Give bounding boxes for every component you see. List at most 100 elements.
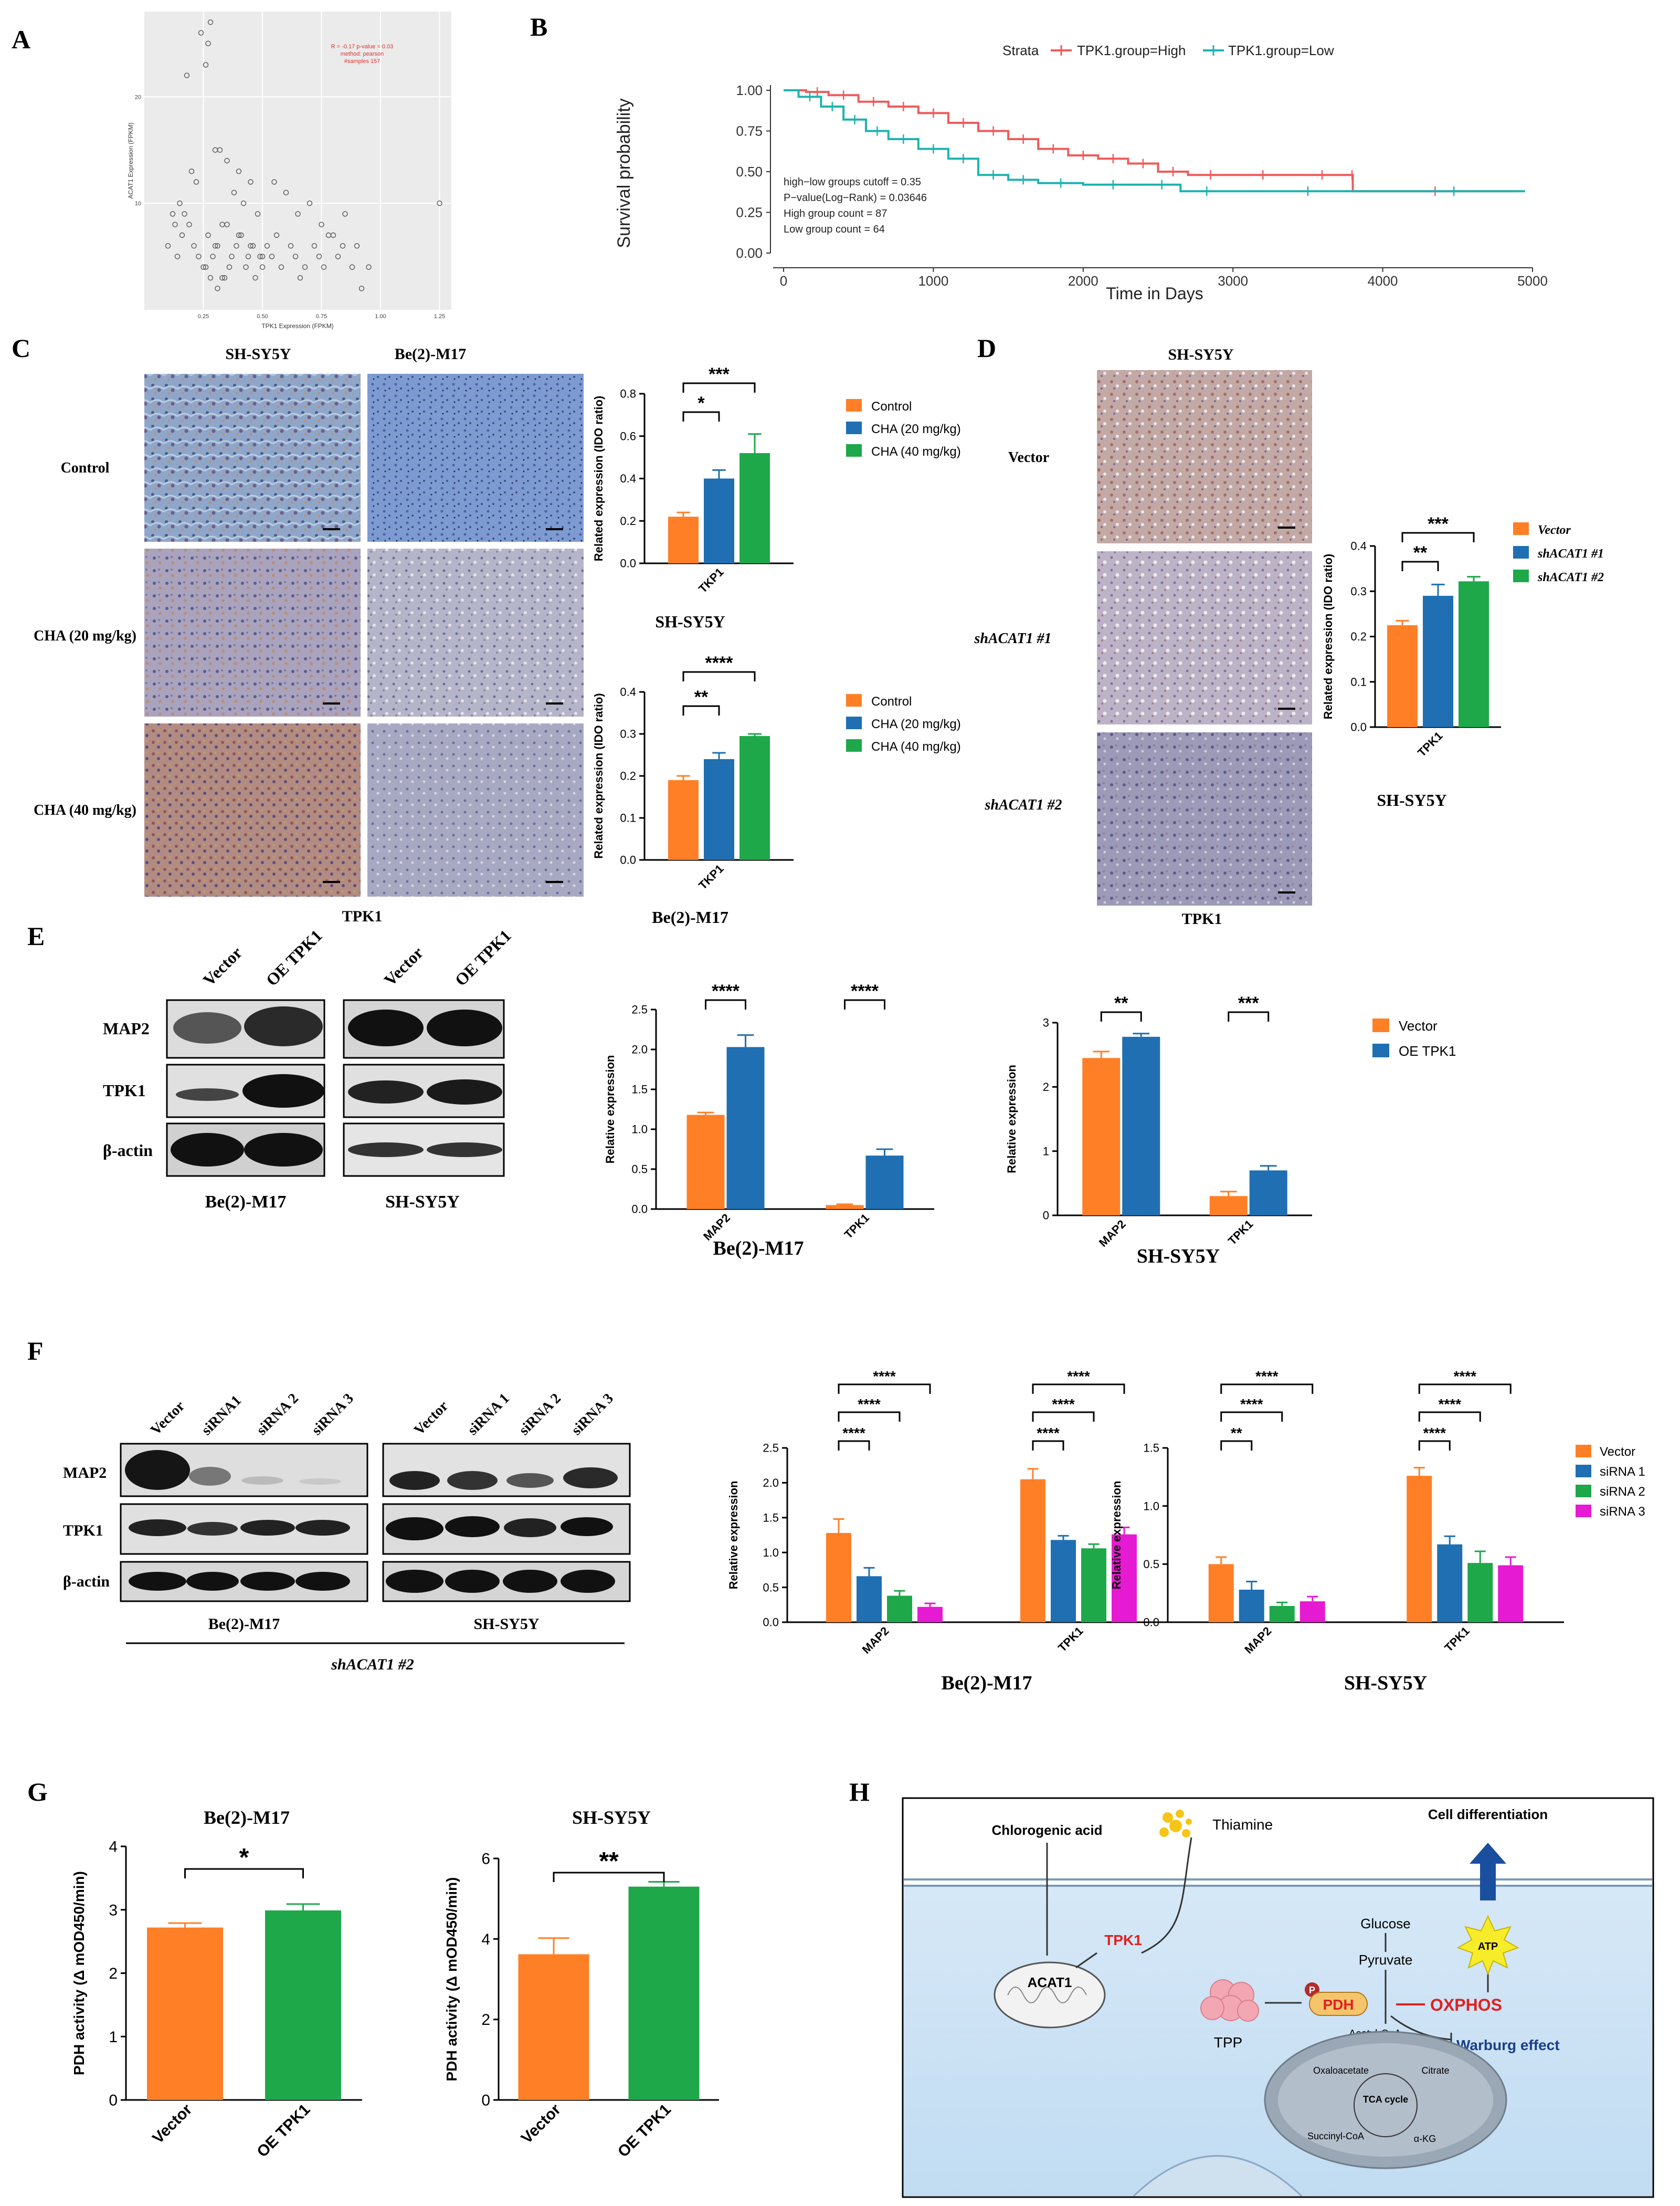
scatter-points [165,19,442,291]
sig-bracket [553,1872,665,1882]
legend-d-2: shACAT1 #2 [1537,571,1604,584]
sig-label: **** [1255,1368,1279,1384]
chart-c1-title: SH-SY5Y [655,612,725,631]
sig-label: **** [851,981,879,1001]
oxphos-label: OXPHOS [1430,1995,1502,2014]
bar-ytick-label: 1.5 [1143,1442,1159,1455]
sig-bracket [705,999,746,1010]
bar [1122,1036,1160,1215]
sig-label: **** [712,981,740,1001]
scatter-point [191,243,197,249]
scatter-point [203,62,209,68]
blot-f1-lane-1: Vector [147,1398,188,1438]
scatter-point [240,200,247,206]
sig-bracket [838,1440,870,1451]
scatter-point [188,169,195,174]
phospho-label: P [1309,1985,1315,1995]
km-xtick-label: 5000 [1517,273,1548,289]
mito-acat1: ACAT1 [994,1961,1106,2029]
bar-category-label: MAP2 [1096,1217,1128,1249]
scatter-point [212,243,218,249]
tca-label: TCA cycle [1363,2094,1408,2105]
bar [518,1954,589,2100]
bar-category-label: TPK1 [1415,729,1445,759]
chart-g1: 0 1 2 3 4 PDH activity (Δ mOD450/min) Vector OE… [71,1839,362,2161]
scatter-point [215,243,220,249]
sig-label: **** [1240,1396,1263,1412]
scatter-point [248,243,253,249]
scatter-point [205,40,211,47]
scatter-point [207,275,214,281]
sig-bracket [1100,1011,1142,1022]
bar-ytick-label: 1 [109,2029,118,2046]
scatter-point [283,190,289,196]
chart-e2-title: SH-SY5Y [1137,1245,1220,1267]
sig-bracket [682,671,756,681]
panel-letter-a: A [12,25,30,54]
sig-label: ** [1413,543,1428,563]
sig-bracket [1220,1383,1314,1394]
bar-category-label: MAP2 [1242,1624,1274,1656]
bar [704,759,734,860]
bar-ytick-label: 0 [1043,1209,1049,1222]
succinyl-label: Succinyl-CoA [1307,2131,1364,2141]
glucose-label: Glucose [1360,1916,1410,1931]
scatter-point [269,254,275,259]
warburg-inhibit [1390,2015,1452,2041]
bar-ytick-label: 1.0 [1143,1499,1159,1512]
bar [865,1155,904,1209]
scatter-point [234,243,239,249]
scatter-point [264,243,270,249]
bar [857,1576,882,1622]
acat1-tpk1-arrow [1075,1952,1097,1969]
scatter-point [340,243,346,249]
bar-ytick-label: 0.4 [1350,540,1367,553]
sig-label: **** [1453,1368,1476,1384]
km-curve-low [784,89,1525,193]
bar [1407,1476,1432,1622]
atp-burst [1456,1915,1519,1976]
ihc-c-image-1 [144,374,361,542]
ihc-d-image-2 [1097,551,1312,724]
bar-ytick-label: 0.4 [620,686,636,699]
bar-ytick-label: 0.3 [620,728,636,741]
bar [668,517,699,563]
scatter-point [288,243,294,249]
km-xtick-label: 1000 [918,273,948,289]
sig-label: **** [842,1425,865,1441]
scatter-point [174,254,181,259]
bar-ylabel: Related expression (IDO ratio) [1322,554,1335,719]
ihc-c-image-4 [367,549,584,717]
km-ylabel: Survival probability [614,98,634,248]
bar [1051,1540,1076,1622]
scatter-stats-2: method: pearson [341,51,384,57]
panel-b-km: Strata TPK1.group=High TPK1.group=Low 0.… [614,43,1548,303]
panel-letter-h: H [849,1777,870,1806]
scatter-point [207,19,214,25]
panel-c-ihc: SH-SY5Y Be(2)-M17 Control CHA (20 mg/kg)… [34,345,584,925]
km-ytick-label: 0.00 [736,245,763,261]
bar-category-label: OE TPK1 [615,2101,674,2161]
atp-label: ATP [1478,1941,1498,1952]
panel-h-diagram: Chlorogenic acid Thiamine Cell different… [902,1797,1654,2198]
scatter-xtick: 0.75 [316,313,327,320]
bar-category-label: MAP2 [860,1624,892,1656]
sig-bracket [1220,1411,1283,1422]
bar-category-label: TKP1 [696,862,726,892]
bar-ylabel: PDH activity (Δ mOD450/min) [443,1877,460,2082]
km-xlabel: Time in Days [1106,284,1203,303]
chart-d: 0.0 0.1 0.2 0.3 0.4 Related expression (IDO r… [1322,514,1501,759]
sig-label: ** [1114,993,1128,1013]
scatter-point [186,222,192,227]
tpp-label: TPP [1214,2034,1242,2051]
blot-f1-lane-4: siRNA 3 [309,1390,357,1438]
blot-f-under: shACAT1 #2 [331,1656,414,1673]
scatter-point [238,232,244,238]
km-curve-high [784,89,1518,193]
bar-ylabel: Relative expression [1110,1481,1123,1590]
legend-c2-2: CHA (40 mg/kg) [871,740,961,754]
scatter-point [354,243,360,249]
bar-ytick-label: 0.5 [1143,1558,1159,1571]
scatter-point [177,200,183,206]
